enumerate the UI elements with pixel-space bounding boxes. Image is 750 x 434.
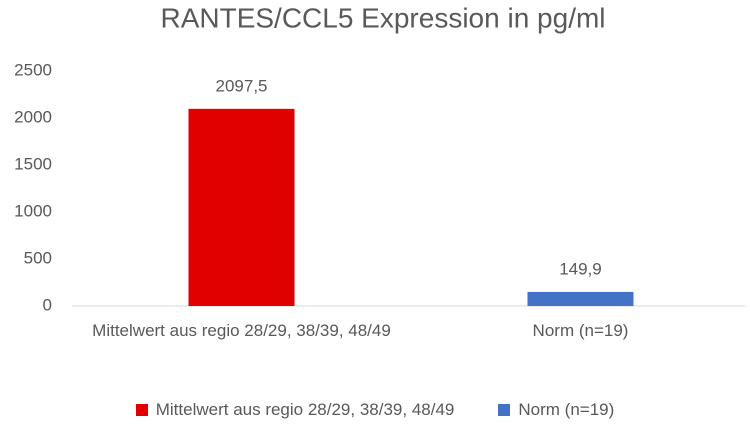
y-tick-label: 1000: [14, 201, 52, 220]
legend-label: Norm (n=19): [518, 400, 615, 419]
y-tick-label: 1500: [14, 154, 52, 173]
value-label: 149,9: [559, 259, 602, 278]
y-tick-label: 500: [24, 248, 52, 267]
value-label: 2097,5: [216, 76, 268, 95]
legend-swatch: [498, 404, 511, 416]
x-tick-label: Mittelwert aus regio 28/29, 38/39, 48/49: [92, 321, 391, 340]
legend-item: Mittelwert aus regio 28/29, 38/39, 48/49: [135, 400, 455, 420]
chart-title: RANTES/CCL5 Expression in pg/ml: [160, 2, 605, 33]
bar: [188, 108, 295, 307]
y-tick-label: 2500: [14, 60, 52, 79]
legend-item: Norm (n=19): [498, 400, 614, 420]
legend-swatch: [135, 404, 148, 416]
x-tick-label: Norm (n=19): [532, 321, 629, 340]
legend: Mittelwert aus regio 28/29, 38/39, 48/49…: [0, 400, 750, 420]
legend-label: Mittelwert aus regio 28/29, 38/39, 48/49: [155, 400, 455, 419]
y-tick-label: 0: [43, 295, 52, 314]
y-tick-label: 2000: [14, 107, 52, 126]
bar: [527, 291, 634, 306]
